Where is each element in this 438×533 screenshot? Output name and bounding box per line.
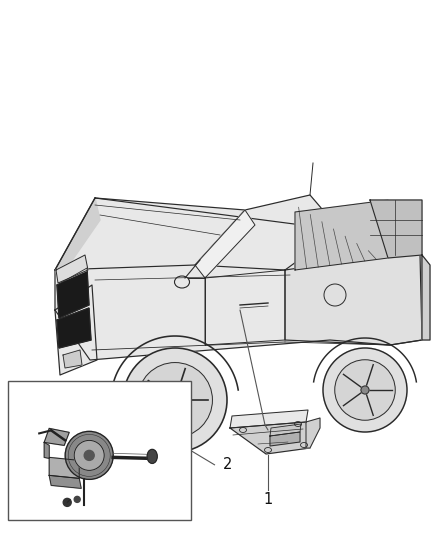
Polygon shape bbox=[56, 255, 88, 283]
Polygon shape bbox=[55, 198, 245, 270]
Text: 2: 2 bbox=[223, 457, 232, 472]
Polygon shape bbox=[55, 285, 97, 375]
Polygon shape bbox=[295, 200, 388, 270]
Circle shape bbox=[170, 395, 180, 405]
Polygon shape bbox=[63, 350, 82, 368]
Polygon shape bbox=[44, 429, 69, 446]
Polygon shape bbox=[57, 268, 89, 318]
Ellipse shape bbox=[123, 348, 227, 452]
Polygon shape bbox=[195, 195, 340, 270]
Ellipse shape bbox=[147, 449, 157, 463]
Polygon shape bbox=[195, 210, 255, 278]
Ellipse shape bbox=[74, 440, 104, 471]
Text: 1: 1 bbox=[263, 492, 272, 507]
Ellipse shape bbox=[84, 450, 94, 461]
Polygon shape bbox=[57, 308, 91, 348]
Ellipse shape bbox=[323, 348, 407, 432]
Polygon shape bbox=[55, 198, 422, 360]
Polygon shape bbox=[285, 255, 422, 345]
Circle shape bbox=[361, 386, 369, 394]
Polygon shape bbox=[422, 255, 430, 340]
Polygon shape bbox=[44, 442, 49, 458]
Polygon shape bbox=[49, 475, 81, 488]
Polygon shape bbox=[270, 432, 300, 446]
Polygon shape bbox=[55, 198, 100, 275]
Polygon shape bbox=[230, 410, 308, 428]
Polygon shape bbox=[306, 418, 320, 448]
Polygon shape bbox=[230, 422, 310, 454]
Polygon shape bbox=[270, 424, 301, 436]
Circle shape bbox=[63, 498, 71, 506]
Ellipse shape bbox=[138, 362, 212, 438]
Ellipse shape bbox=[335, 360, 395, 420]
Polygon shape bbox=[49, 457, 79, 479]
Ellipse shape bbox=[65, 431, 113, 479]
Polygon shape bbox=[370, 200, 422, 258]
Bar bbox=[8, 381, 191, 520]
Circle shape bbox=[74, 496, 80, 503]
